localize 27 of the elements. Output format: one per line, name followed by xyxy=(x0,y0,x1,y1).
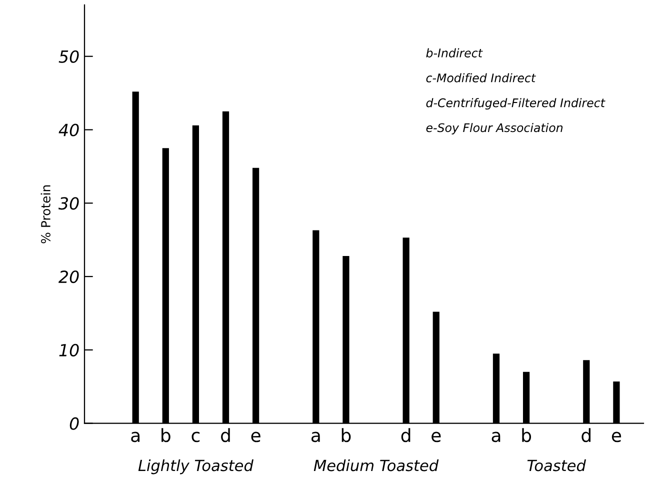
x-tick-label: c xyxy=(192,432,200,442)
x-tick-label: b xyxy=(342,428,351,442)
x-tick-label: d xyxy=(221,428,230,442)
text: Lightly Toasted xyxy=(138,459,254,474)
y-tick-label: 50 xyxy=(58,50,79,63)
y-tick-label: 20 xyxy=(58,270,79,284)
x-tick-label: e xyxy=(432,432,441,442)
y-tick-label: 30 xyxy=(58,197,79,210)
x-tick-label: a xyxy=(492,432,500,442)
text: Toasted xyxy=(527,459,586,472)
annotation: e-Soy Flour Association xyxy=(426,123,563,134)
x-tick-label: a xyxy=(311,432,320,442)
x-tick-label: d xyxy=(401,428,410,442)
annotation: b-Indirect xyxy=(426,48,483,58)
x-tick-label: e xyxy=(251,432,260,442)
x-tick-label: e xyxy=(612,432,622,442)
annotation: c-Modified Indirect xyxy=(426,73,536,82)
annotation: d-Centrifuged-Filtered Indirect xyxy=(426,98,606,110)
y-tick-label: 40 xyxy=(58,124,79,136)
x-tick-label: b xyxy=(162,428,170,442)
y-tick-label: 10 xyxy=(59,344,79,356)
x-tick-label: a xyxy=(131,432,140,442)
x-tick-label: d xyxy=(582,428,590,442)
y-axis-title: % Protein xyxy=(40,185,50,244)
y-tick-label: 0 xyxy=(70,417,79,430)
x-tick-label: b xyxy=(522,428,532,442)
text: Medium Toasted xyxy=(314,459,439,472)
